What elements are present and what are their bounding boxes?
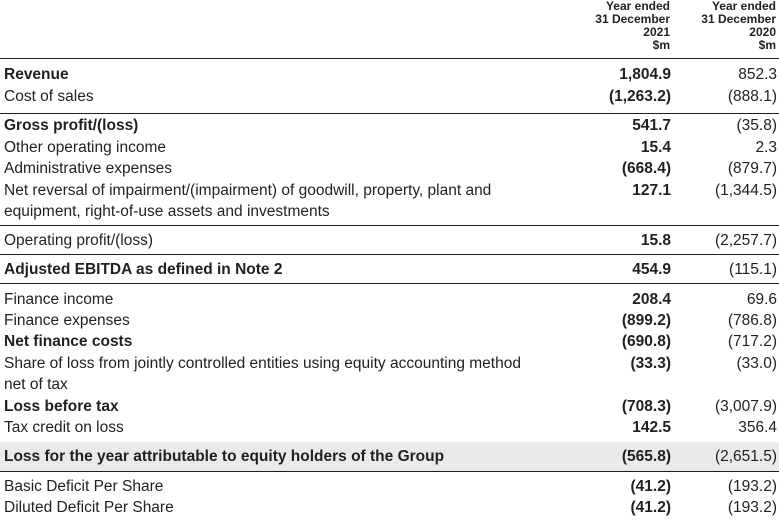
value-2021: (899.2): [621, 312, 671, 329]
value-2021: (33.3): [630, 355, 672, 372]
value-2020: (35.8): [736, 117, 778, 134]
value-2020: 2.3: [755, 139, 777, 156]
header-line: 2021: [643, 25, 670, 39]
row-label: Loss before tax: [4, 398, 119, 415]
header-line: Year ended: [711, 0, 776, 13]
highlight-band: [0, 442, 779, 471]
value-2020: (33.0): [736, 355, 778, 372]
row-label: Basic Deficit Per Share: [4, 478, 164, 495]
row-label-line: Share of loss from jointly controlled en…: [4, 355, 521, 372]
value-2020: (879.7): [727, 160, 777, 177]
value-2021: 142.5: [632, 419, 671, 436]
value-2020: (193.2): [727, 478, 777, 495]
value-2021: (708.3): [621, 398, 671, 415]
value-2020: 356.4: [738, 419, 777, 436]
header-line: 31 December: [595, 12, 670, 26]
column-header-2021: Year ended 31 December 2021 $m: [570, 0, 670, 52]
row-label: Diluted Deficit Per Share: [4, 499, 174, 516]
row-label: Finance income: [4, 291, 114, 308]
value-2020: (717.2): [727, 333, 777, 350]
row-label: Other operating income: [4, 139, 166, 156]
column-header-2020: Year ended 31 December 2020 $m: [676, 0, 776, 52]
value-2021: (1,263.2): [608, 88, 671, 105]
value-2021: (668.4): [621, 160, 671, 177]
value-2021: (41.2): [630, 499, 672, 516]
header-line: $m: [652, 38, 670, 52]
value-2021: (690.8): [621, 333, 671, 350]
row-label: Adjusted EBITDA as defined in Note 2: [4, 261, 283, 278]
divider: [0, 58, 779, 59]
value-2020: (2,651.5): [714, 448, 777, 465]
value-2021: (565.8): [621, 448, 671, 465]
value-2021: 541.7: [632, 117, 671, 134]
value-2021: (41.2): [630, 478, 672, 495]
value-2020: (786.8): [727, 312, 777, 329]
value-2020: (2,257.7): [714, 232, 777, 249]
row-label: Net reversal of impairment/(impairment) …: [4, 180, 596, 222]
value-2020: 69.6: [746, 291, 777, 308]
row-label: Administrative expenses: [4, 160, 172, 177]
row-label: Share of loss from jointly controlled en…: [4, 353, 596, 395]
value-2021: 127.1: [632, 182, 671, 199]
value-2020: (1,344.5): [714, 182, 777, 199]
value-2020: (193.2): [727, 499, 777, 516]
header-line: 2020: [749, 25, 776, 39]
row-label-line: Net reversal of impairment/(impairment) …: [4, 182, 492, 199]
divider: [0, 225, 779, 226]
divider: [0, 113, 779, 114]
value-2020: (888.1): [727, 88, 777, 105]
value-2021: 208.4: [632, 291, 671, 308]
value-2020: 852.3: [738, 66, 777, 83]
row-label-line: net of tax: [4, 376, 68, 393]
row-label: Gross profit/(loss): [4, 117, 139, 134]
row-label: Cost of sales: [4, 88, 94, 105]
value-2020: (3,007.9): [714, 398, 777, 415]
row-label-line: equipment, right-of-use assets and inves…: [4, 203, 330, 220]
header-line: 31 December: [701, 12, 776, 26]
row-label: Finance expenses: [4, 312, 130, 329]
value-2021: 454.9: [632, 261, 671, 278]
header-line: Year ended: [605, 0, 670, 13]
divider: [0, 254, 779, 255]
value-2021: 15.4: [640, 139, 671, 156]
row-label: Operating profit/(loss): [4, 232, 154, 249]
header-line: $m: [758, 38, 776, 52]
divider: [0, 471, 779, 472]
divider: [0, 283, 779, 284]
row-label: Tax credit on loss: [4, 419, 124, 436]
value-2021: 1,804.9: [619, 66, 671, 83]
row-label: Loss for the year attributable to equity…: [4, 448, 445, 465]
row-label: Revenue: [4, 66, 69, 83]
row-label: Net finance costs: [4, 333, 133, 350]
value-2020: (115.1): [729, 261, 777, 278]
value-2021: 15.8: [640, 232, 671, 249]
